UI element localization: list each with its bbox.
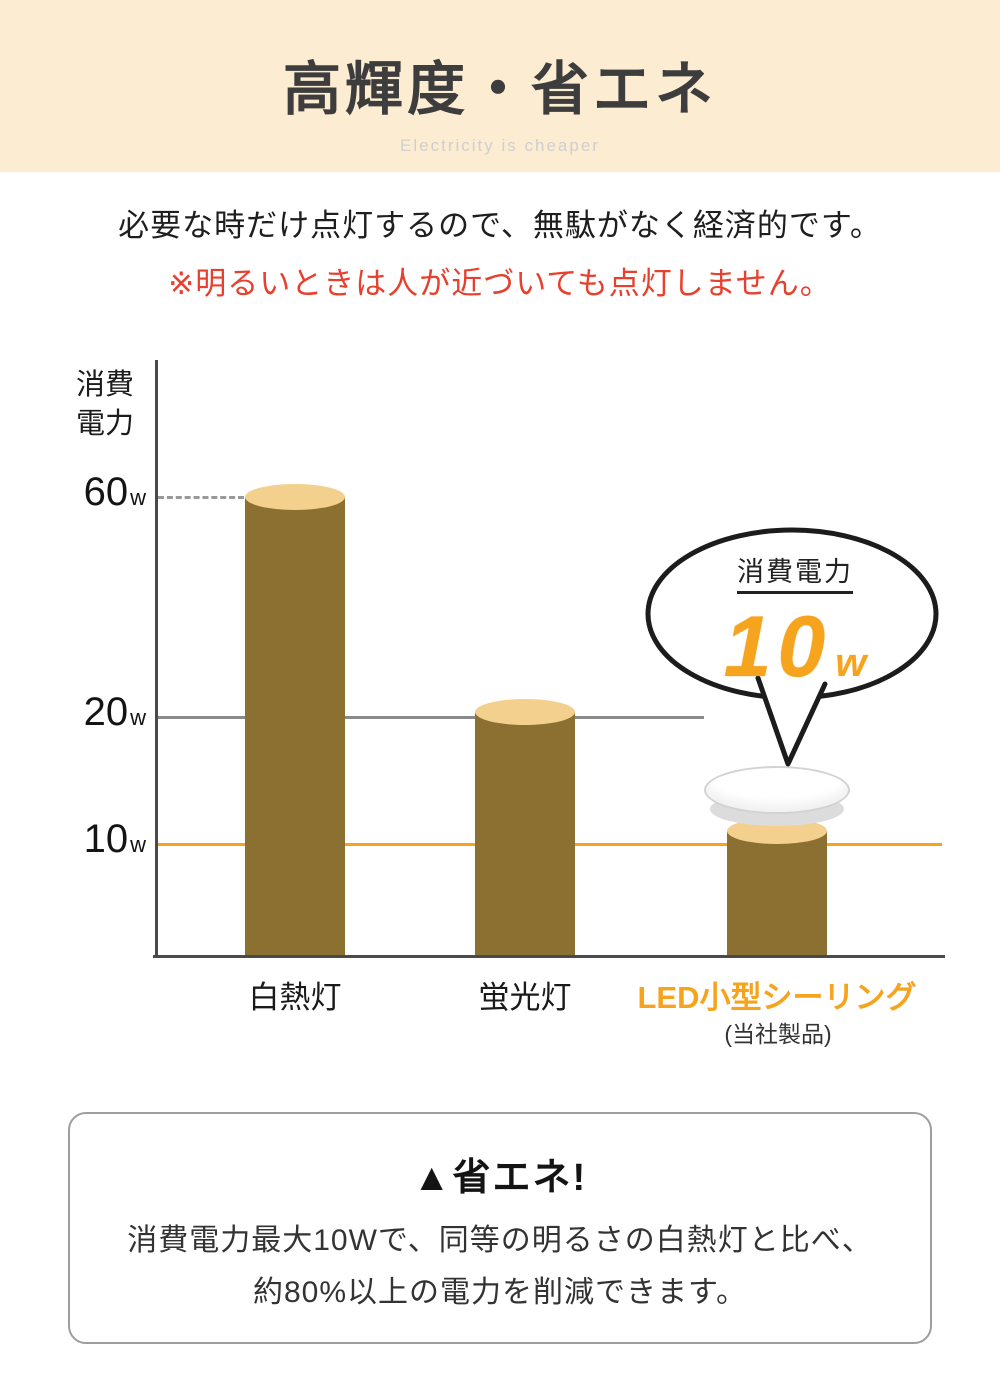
bubble-label: 消費電力: [737, 550, 853, 594]
led-ceiling-lamp-image: [704, 766, 850, 830]
x-label-led-ceiling: LED小型シーリング: [637, 980, 917, 1015]
lamp-dome: [704, 766, 850, 814]
x-axis-line: [153, 955, 945, 958]
our-product-footnote: (当社製品): [724, 1021, 832, 1047]
gridline-20w: [158, 716, 704, 719]
power-consumption-chart: 消費電力 消費電力 10 w 白熱灯 蛍光灯 LED小型シーリング (当社製品) …: [0, 350, 1000, 1070]
chart-bar-cap: [245, 484, 345, 510]
y-tick-10w: 10w: [28, 817, 146, 862]
page-title: 高輝度・省エネ: [282, 57, 717, 122]
page-subtitle: Electricity is cheaper: [400, 136, 600, 155]
y-axis-line: [155, 360, 158, 958]
summary-title: ▲省エネ!: [412, 1157, 588, 1199]
intro-line-1: 必要な時だけ点灯するので、無駄がなく経済的です。: [118, 208, 882, 243]
intro-line-2: ※明るいときは人が近づいても点灯しません。: [168, 266, 832, 301]
summary-line-2: 約80%以上の電力を削減できます。: [252, 1276, 748, 1309]
bubble-value-row: 10 w: [650, 598, 940, 697]
speech-bubble: [640, 526, 945, 776]
speech-bubble-text: 消費電力 10 w: [650, 550, 940, 697]
y-tick-number: 20: [83, 690, 129, 734]
gridline-60w: [158, 496, 244, 499]
bubble-unit: w: [835, 641, 867, 685]
chart-bar-2: [475, 698, 575, 955]
summary-line-1: 消費電力最大10Wで、同等の明るさの白熱灯と比べ、: [127, 1224, 873, 1257]
x-label-incandescent: 白熱灯: [248, 980, 342, 1015]
chart-bar-1: [245, 484, 345, 955]
chart-bar-cap: [475, 698, 575, 725]
y-tick-number: 10: [83, 817, 129, 861]
y-tick-number: 60: [83, 470, 129, 514]
chart-bar-3: [727, 818, 827, 955]
y-tick-unit: w: [130, 705, 146, 730]
speech-bubble-shape: [645, 527, 939, 767]
header-banner: 高輝度・省エネ Electricity is cheaper: [0, 0, 1000, 172]
y-tick-unit: w: [130, 832, 146, 857]
y-tick-20w: 20w: [28, 690, 146, 735]
y-tick-unit: w: [130, 485, 146, 510]
y-axis-label: 消費電力: [76, 369, 135, 441]
x-label-fluorescent: 蛍光灯: [478, 980, 572, 1015]
energy-saving-summary-box: ▲省エネ! 消費電力最大10Wで、同等の明るさの白熱灯と比べ、 約80%以上の電…: [68, 1112, 932, 1344]
bubble-value: 10: [723, 599, 832, 695]
y-tick-60w: 60w: [28, 470, 146, 515]
